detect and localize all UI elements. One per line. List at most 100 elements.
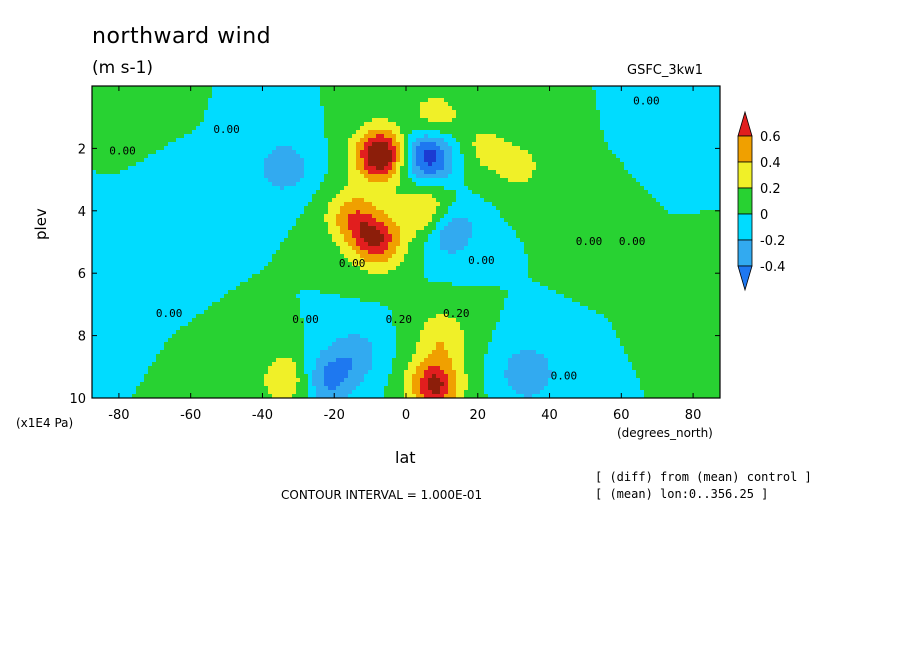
- field-cell: [488, 198, 492, 202]
- field-cell: [568, 146, 572, 150]
- field-cell: [212, 106, 216, 110]
- field-cell: [636, 102, 640, 106]
- field-cell: [648, 190, 652, 194]
- field-cell: [296, 170, 300, 174]
- field-cell: [216, 110, 220, 114]
- field-cell: [132, 146, 136, 150]
- field-cell: [452, 138, 456, 142]
- field-cell: [508, 122, 512, 126]
- field-cell: [300, 174, 304, 178]
- field-cell: [296, 194, 300, 198]
- field-cell: [712, 178, 716, 182]
- field-cell: [292, 134, 296, 138]
- field-cell: [260, 194, 264, 198]
- field-cell: [436, 158, 440, 162]
- field-cell: [188, 150, 192, 154]
- field-cell: [204, 174, 208, 178]
- field-cell: [632, 134, 636, 138]
- field-cell: [368, 206, 372, 210]
- field-cell: [308, 154, 312, 158]
- field-cell: [592, 198, 596, 202]
- field-cell: [504, 98, 508, 102]
- field-cell: [236, 166, 240, 170]
- field-cell: [504, 138, 508, 142]
- field-cell: [532, 94, 536, 98]
- field-cell: [240, 130, 244, 134]
- field-cell: [156, 102, 160, 106]
- field-cell: [468, 86, 472, 90]
- field-cell: [688, 150, 692, 154]
- field-cell: [560, 170, 564, 174]
- field-cell: [516, 86, 520, 90]
- field-cell: [224, 98, 228, 102]
- field-cell: [316, 94, 320, 98]
- field-cell: [472, 102, 476, 106]
- field-cell: [508, 186, 512, 190]
- field-cell: [576, 206, 580, 210]
- field-cell: [500, 110, 504, 114]
- field-cell: [224, 206, 228, 210]
- field-cell: [652, 186, 656, 190]
- field-cell: [132, 118, 136, 122]
- field-cell: [704, 106, 708, 110]
- field-cell: [176, 98, 180, 102]
- field-cell: [352, 114, 356, 118]
- field-cell: [612, 102, 616, 106]
- field-cell: [280, 162, 284, 166]
- field-cell: [516, 114, 520, 118]
- field-cell: [268, 186, 272, 190]
- field-cell: [300, 98, 304, 102]
- field-cell: [248, 106, 252, 110]
- field-cell: [332, 138, 336, 142]
- field-cell: [512, 118, 516, 122]
- field-cell: [256, 146, 260, 150]
- field-cell: [556, 90, 560, 94]
- field-cell: [404, 94, 408, 98]
- field-cell: [376, 194, 380, 198]
- field-cell: [520, 122, 524, 126]
- field-cell: [320, 166, 324, 170]
- field-cell: [512, 190, 516, 194]
- field-cell: [524, 190, 528, 194]
- field-cell: [652, 178, 656, 182]
- field-cell: [132, 110, 136, 114]
- field-cell: [164, 174, 168, 178]
- field-cell: [520, 174, 524, 178]
- field-cell: [384, 114, 388, 118]
- field-cell: [480, 102, 484, 106]
- field-cell: [516, 138, 520, 142]
- field-cell: [292, 106, 296, 110]
- field-cell: [360, 134, 364, 138]
- field-cell: [400, 194, 404, 198]
- field-cell: [308, 110, 312, 114]
- field-cell: [664, 154, 668, 158]
- field-cell: [656, 174, 660, 178]
- field-cell: [152, 138, 156, 142]
- field-cell: [704, 122, 708, 126]
- field-cell: [680, 158, 684, 162]
- field-cell: [244, 166, 248, 170]
- field-cell: [160, 142, 164, 146]
- field-cell: [716, 190, 720, 194]
- field-cell: [124, 170, 128, 174]
- field-cell: [136, 194, 140, 198]
- field-cell: [600, 94, 604, 98]
- field-cell: [560, 186, 564, 190]
- field-cell: [648, 154, 652, 158]
- field-cell: [344, 86, 348, 90]
- field-cell: [508, 210, 512, 214]
- field-cell: [420, 162, 424, 166]
- field-cell: [192, 122, 196, 126]
- field-cell: [284, 198, 288, 202]
- field-cell: [432, 138, 436, 142]
- field-cell: [612, 118, 616, 122]
- field-cell: [516, 122, 520, 126]
- field-cell: [488, 158, 492, 162]
- field-cell: [536, 198, 540, 202]
- field-cell: [600, 190, 604, 194]
- field-cell: [700, 98, 704, 102]
- field-cell: [92, 166, 96, 170]
- field-cell: [624, 170, 628, 174]
- field-cell: [456, 166, 460, 170]
- field-cell: [128, 126, 132, 130]
